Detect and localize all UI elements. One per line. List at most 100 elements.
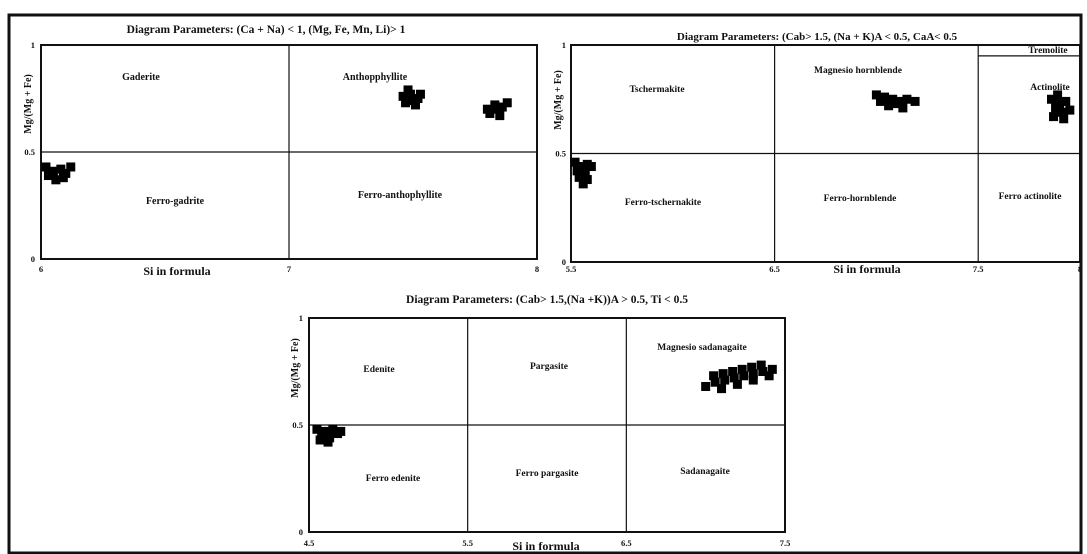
field-label: Ferro-hornblende: [824, 194, 897, 204]
data-point: [485, 108, 495, 118]
field-label: Gaderite: [122, 72, 160, 83]
data-point: [910, 96, 920, 106]
data-point: [748, 369, 758, 379]
data-point: [495, 111, 505, 121]
field-label: Ferro edenite: [366, 474, 420, 484]
data-point: [1046, 94, 1056, 104]
data-point: [1065, 105, 1075, 115]
field-label: Tremolite: [1028, 46, 1067, 56]
field-label: Ferro-tschernakite: [625, 198, 701, 208]
data-point: [578, 179, 588, 189]
field-label: Magnesio hornblende: [814, 66, 902, 76]
x-tick-label: 6.5: [621, 538, 632, 548]
data-point: [720, 375, 730, 385]
data-point: [710, 377, 720, 387]
data-point: [764, 371, 774, 381]
data-point: [709, 371, 719, 381]
y-tick-label: 0.5: [555, 149, 566, 159]
chart-1-xlabel: Si in formula: [143, 264, 210, 278]
chart-1-title: Diagram Parameters: (Ca + Na) < 1, (Mg, …: [127, 24, 406, 36]
y-tick-label: 1: [562, 40, 566, 50]
x-tick-label: 7.5: [973, 264, 984, 274]
field-label: Ferro actinolite: [999, 192, 1062, 202]
chart-3-title: Diagram Parameters: (Cab> 1.5,(Na +K))A …: [406, 294, 688, 306]
data-point: [398, 91, 408, 101]
data-point: [732, 379, 742, 389]
x-tick-label: 7: [287, 264, 292, 274]
data-point: [574, 172, 584, 182]
x-tick-label: 6: [39, 264, 43, 274]
data-point: [729, 373, 739, 383]
data-point: [492, 104, 502, 114]
data-point: [758, 367, 768, 376]
field-label: Magnesio sadanagaite: [657, 343, 746, 353]
field-label: Anthopphyllite: [343, 72, 408, 83]
chart-2-title: Diagram Parameters: (Cab> 1.5, (Na + K)A…: [677, 31, 958, 43]
figure-frame: [7, 13, 1083, 554]
data-point: [1053, 90, 1063, 100]
data-point: [43, 171, 53, 181]
chart-2-xlabel: Si in formula: [833, 262, 900, 276]
data-point: [56, 164, 66, 174]
data-point: [66, 162, 76, 172]
data-point: [328, 424, 338, 434]
data-point: [1061, 96, 1071, 106]
data-point: [502, 98, 512, 108]
field-label: Actinolite: [1030, 83, 1070, 93]
data-point: [902, 94, 912, 104]
data-point: [701, 381, 711, 391]
data-point: [58, 173, 68, 183]
data-point: [497, 102, 507, 112]
data-point: [403, 85, 413, 95]
field-label: Ferro-gadrite: [146, 196, 205, 207]
data-point: [580, 168, 590, 178]
field-label: Tschermakite: [629, 85, 684, 95]
y-tick-label: 0: [299, 527, 303, 537]
data-point: [315, 435, 325, 445]
data-point: [739, 371, 749, 381]
data-point: [51, 175, 61, 185]
data-point: [1051, 103, 1061, 113]
data-point: [41, 162, 51, 172]
chart-3-xlabel: Si in formula: [512, 539, 579, 553]
data-point: [48, 166, 58, 176]
chart-3: Diagram Parameters: (Cab> 1.5,(Na +K))A …: [290, 294, 790, 553]
data-point: [871, 90, 881, 100]
field-label: Edenite: [363, 365, 394, 375]
y-tick-label: 1: [31, 40, 35, 50]
data-point: [572, 166, 582, 176]
data-point: [767, 364, 777, 374]
x-tick-label: 6.5: [769, 264, 780, 274]
x-tick-label: 8: [1078, 264, 1082, 274]
data-point: [312, 424, 322, 434]
x-tick-label: 4.5: [304, 538, 315, 548]
x-tick-label: 5.5: [566, 264, 577, 274]
y-tick-label: 1: [299, 313, 303, 323]
data-point: [728, 367, 738, 376]
chart-1-ylabel: Mg/(Mg + Fe): [23, 74, 34, 134]
data-point: [756, 360, 766, 370]
data-point: [875, 96, 885, 106]
data-point: [717, 384, 727, 394]
data-point: [747, 362, 757, 372]
data-point: [410, 100, 420, 110]
data-point: [586, 162, 596, 172]
data-point: [1059, 114, 1069, 124]
x-tick-label: 8: [535, 264, 539, 274]
field-label: Pargasite: [530, 362, 568, 372]
data-point: [401, 98, 411, 108]
field-label: Ferro pargasite: [516, 469, 579, 479]
data-point: [884, 101, 894, 111]
data-point: [898, 103, 908, 113]
data-point: [718, 369, 728, 379]
data-point: [1057, 107, 1067, 117]
field-label: Ferro-anthophyllite: [358, 190, 443, 201]
field-label: Sadanagaite: [680, 467, 730, 477]
y-tick-label: 0.5: [24, 147, 35, 157]
data-point: [892, 99, 902, 109]
y-tick-label: 0: [562, 257, 566, 267]
data-point: [333, 429, 343, 439]
chart-3-ylabel: Mg/(Mg + Fe): [290, 338, 301, 398]
